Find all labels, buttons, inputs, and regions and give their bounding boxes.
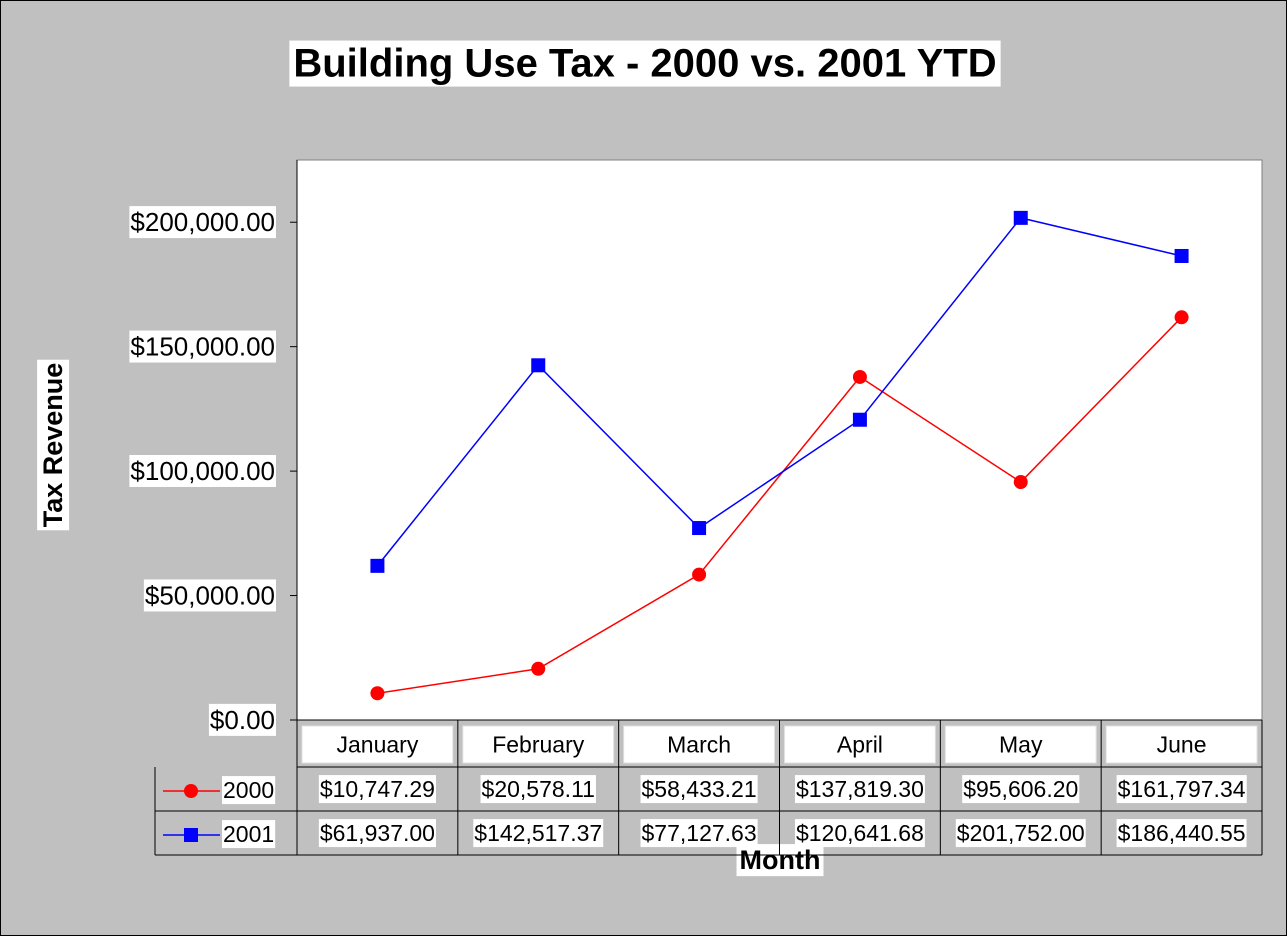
table-cell xyxy=(944,725,1097,764)
table-value-bg xyxy=(794,775,925,804)
marker xyxy=(692,521,707,536)
x-tick-label: May xyxy=(999,732,1043,758)
y-tick-label-bg xyxy=(129,454,276,487)
chart-title-bg xyxy=(289,40,1001,87)
marker xyxy=(370,558,385,573)
y-tick-label: $200,000.00 xyxy=(130,207,275,237)
table-value-bg xyxy=(1116,819,1247,848)
table-cell xyxy=(462,725,615,764)
marker xyxy=(370,686,385,701)
table-value: $77,127.63 xyxy=(642,820,757,846)
x-tick-label: January xyxy=(337,732,419,758)
table-value: $95,606.20 xyxy=(963,776,1078,802)
marker xyxy=(852,369,867,384)
table-value-bg xyxy=(480,775,596,804)
table-value-bg xyxy=(318,775,436,804)
table-value: $161,797.34 xyxy=(1118,776,1246,802)
table-value-bg xyxy=(1116,775,1247,804)
table-value-bg xyxy=(794,819,925,848)
marker xyxy=(1174,310,1189,325)
marker xyxy=(531,358,546,373)
series-line xyxy=(376,217,1182,567)
x-tick-label: June xyxy=(1157,732,1207,758)
legend-marker xyxy=(184,784,198,798)
marker xyxy=(852,412,867,427)
table-value-bg xyxy=(640,775,758,804)
marker xyxy=(692,567,707,582)
table-value: $58,433.21 xyxy=(642,776,757,802)
table-value-bg xyxy=(318,819,436,848)
legend-label-bg xyxy=(222,820,276,849)
y-tick-label-bg xyxy=(129,330,276,363)
y-tick-label-bg xyxy=(208,703,276,736)
y-tick-label: $150,000.00 xyxy=(130,332,275,362)
chart-title: Building Use Tax - 2000 vs. 2001 YTD xyxy=(293,42,996,86)
table-value-bg xyxy=(955,819,1086,848)
table-value: $142,517.37 xyxy=(474,820,602,846)
table-value-bg xyxy=(640,819,758,848)
table-value: $186,440.55 xyxy=(1118,820,1246,846)
plot-area xyxy=(296,159,1263,721)
y-tick-label: $100,000.00 xyxy=(130,456,275,486)
y-tick-label-bg xyxy=(143,579,276,612)
table-value: $201,752.00 xyxy=(957,820,1085,846)
table-value: $10,747.29 xyxy=(320,776,435,802)
legend-marker xyxy=(184,828,198,842)
table-cell xyxy=(784,725,936,764)
y-axis-label: Tax Revenue xyxy=(38,363,68,528)
table-value: $137,819.30 xyxy=(796,776,924,802)
y-tick-label: $0.00 xyxy=(210,705,275,735)
x-tick-label: April xyxy=(837,732,883,758)
table-value: $20,578.11 xyxy=(482,776,595,802)
table-value-bg xyxy=(473,819,604,848)
table-cell xyxy=(301,725,454,764)
legend-label: 2000 xyxy=(223,777,274,803)
series-line xyxy=(377,316,1183,694)
y-axis-label-bg xyxy=(37,359,70,531)
table-value: $61,937.00 xyxy=(320,820,435,846)
marker xyxy=(1013,210,1028,225)
y-tick-label: $50,000.00 xyxy=(145,580,275,610)
x-tick-label: February xyxy=(492,732,585,758)
marker xyxy=(1174,248,1189,263)
marker xyxy=(1013,475,1028,490)
table-cell xyxy=(1105,725,1258,764)
legend-label-bg xyxy=(222,776,276,805)
legend-label: 2001 xyxy=(223,821,274,847)
y-tick-label-bg xyxy=(129,206,276,239)
table-value: $120,641.68 xyxy=(796,820,924,846)
marker xyxy=(531,661,546,676)
table-value-bg xyxy=(962,775,1080,804)
x-tick-label: March xyxy=(667,732,731,758)
table-cell xyxy=(623,725,776,764)
